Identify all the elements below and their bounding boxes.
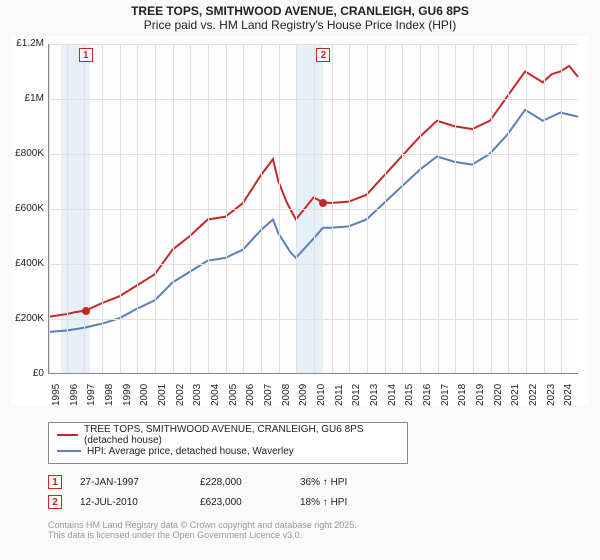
gridline-v (491, 44, 492, 373)
footer: Contains HM Land Registry data © Crown c… (48, 520, 600, 540)
gridline-v (226, 44, 227, 373)
y-tick-label: £600K (8, 203, 44, 214)
event-price: £228,000 (200, 477, 300, 488)
event-pct: 18% ↑ HPI (300, 497, 400, 508)
y-tick-label: £400K (8, 258, 44, 269)
gridline-v (367, 44, 368, 373)
gridline-v (261, 44, 262, 373)
x-tick-label: 2015 (404, 384, 415, 406)
legend-label: TREE TOPS, SMITHWOOD AVENUE, CRANLEIGH, … (84, 424, 399, 446)
legend-swatch (57, 450, 81, 452)
legend: TREE TOPS, SMITHWOOD AVENUE, CRANLEIGH, … (48, 422, 408, 464)
gridline-v (508, 44, 509, 373)
x-tick-label: 2018 (457, 384, 468, 406)
gridline-v (526, 44, 527, 373)
x-tick-label: 2011 (334, 384, 345, 406)
x-tick-label: 2016 (422, 384, 433, 406)
legend-label: HPI: Average price, detached house, Wave… (87, 446, 294, 457)
x-tick-label: 2021 (510, 384, 521, 406)
gridline-v (102, 44, 103, 373)
x-tick-label: 2003 (192, 384, 203, 406)
gridline-v (208, 44, 209, 373)
chart-container: TREE TOPS, SMITHWOOD AVENUE, CRANLEIGH, … (0, 0, 600, 560)
gridline-v (402, 44, 403, 373)
x-tick-label: 2014 (387, 384, 398, 406)
title-line-1: TREE TOPS, SMITHWOOD AVENUE, CRANLEIGH, … (0, 4, 600, 18)
x-tick-label: 2006 (245, 384, 256, 406)
x-tick-label: 2012 (351, 384, 362, 406)
gridline-v (314, 44, 315, 373)
event-marker-id: 2 (48, 495, 62, 509)
marker-label-box: 1 (79, 48, 93, 62)
gridline-v (561, 44, 562, 373)
x-tick-label: 2013 (369, 384, 380, 406)
x-tick-label: 2005 (228, 384, 239, 406)
marker-label-box: 2 (316, 48, 330, 62)
x-tick-label: 1995 (51, 384, 62, 406)
gridline-v (349, 44, 350, 373)
x-tick-label: 1999 (122, 384, 133, 406)
x-tick-label: 2004 (210, 384, 221, 406)
gridline-v (173, 44, 174, 373)
title-block: TREE TOPS, SMITHWOOD AVENUE, CRANLEIGH, … (0, 0, 600, 34)
gridline-v (296, 44, 297, 373)
x-tick-label: 2017 (440, 384, 451, 406)
event-pct: 36% ↑ HPI (300, 477, 400, 488)
chart-area: 12 £0£200K£400K£600K£800K£1M£1.2M1995199… (12, 36, 588, 406)
title-line-2: Price paid vs. HM Land Registry's House … (0, 18, 600, 32)
event-date: 27-JAN-1997 (80, 477, 200, 488)
y-tick-label: £800K (8, 148, 44, 159)
gridline-v (84, 44, 85, 373)
gridline-v (49, 44, 50, 373)
gridline-v (243, 44, 244, 373)
gridline-v (279, 44, 280, 373)
marker-dot (319, 199, 327, 207)
gridline-v (438, 44, 439, 373)
x-tick-label: 1998 (104, 384, 115, 406)
legend-item: TREE TOPS, SMITHWOOD AVENUE, CRANLEIGH, … (57, 427, 399, 443)
gridline-v (420, 44, 421, 373)
x-tick-label: 2023 (546, 384, 557, 406)
event-date: 12-JUL-2010 (80, 497, 200, 508)
events-table: 1 27-JAN-1997 £228,000 36% ↑ HPI 2 12-JU… (48, 472, 600, 512)
gridline-v (473, 44, 474, 373)
footer-line-1: Contains HM Land Registry data © Crown c… (48, 520, 600, 530)
gridline-v (455, 44, 456, 373)
gridline-v (137, 44, 138, 373)
y-tick-label: £1M (8, 93, 44, 104)
event-marker-id: 1 (48, 475, 62, 489)
x-tick-label: 2019 (475, 384, 486, 406)
gridline-v (544, 44, 545, 373)
legend-swatch (57, 434, 78, 436)
marker-dot (82, 307, 90, 315)
y-tick-label: £0 (8, 368, 44, 379)
x-tick-label: 2002 (175, 384, 186, 406)
x-tick-label: 2007 (263, 384, 274, 406)
y-tick-label: £200K (8, 313, 44, 324)
x-tick-label: 2022 (528, 384, 539, 406)
event-row: 2 12-JUL-2010 £623,000 18% ↑ HPI (48, 492, 600, 512)
x-tick-label: 1996 (69, 384, 80, 406)
x-tick-label: 2020 (493, 384, 504, 406)
gridline-v (385, 44, 386, 373)
x-tick-label: 2010 (316, 384, 327, 406)
event-row: 1 27-JAN-1997 £228,000 36% ↑ HPI (48, 472, 600, 492)
x-tick-label: 2000 (139, 384, 150, 406)
y-tick-label: £1.2M (8, 38, 44, 49)
plot-area: 12 (48, 44, 578, 374)
footer-line-2: This data is licensed under the Open Gov… (48, 530, 600, 540)
x-tick-label: 2024 (563, 384, 574, 406)
gridline-v (67, 44, 68, 373)
gridline-v (155, 44, 156, 373)
event-price: £623,000 (200, 497, 300, 508)
x-tick-label: 2009 (298, 384, 309, 406)
x-tick-label: 2001 (157, 384, 168, 406)
gridline-v (190, 44, 191, 373)
gridline-v (332, 44, 333, 373)
x-tick-label: 1997 (86, 384, 97, 406)
x-tick-label: 2008 (281, 384, 292, 406)
gridline-v (120, 44, 121, 373)
